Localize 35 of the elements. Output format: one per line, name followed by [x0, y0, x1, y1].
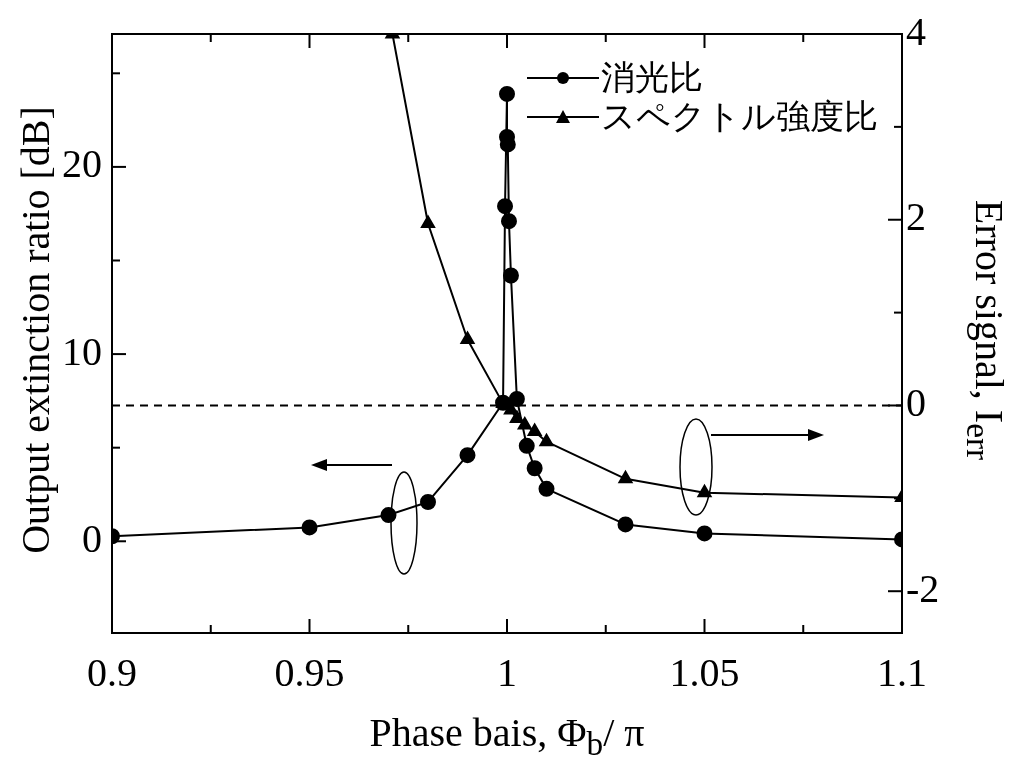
point — [618, 470, 633, 484]
point — [508, 391, 525, 408]
point — [696, 525, 713, 542]
x-tick-label: 0.95 — [274, 649, 345, 695]
legend-label: 消光比 — [601, 58, 703, 98]
y2-tick-label: -2 — [906, 565, 940, 611]
point — [502, 267, 519, 284]
point — [499, 85, 515, 102]
point — [538, 480, 555, 497]
x-tick-label: 0.9 — [87, 649, 137, 695]
y-tick-label: 20 — [62, 141, 102, 187]
point — [497, 198, 514, 215]
point — [420, 215, 436, 228]
point — [459, 447, 476, 464]
point — [301, 519, 318, 536]
y-tick-label: 0 — [82, 515, 102, 561]
point — [526, 460, 543, 477]
y2-tick-label: 2 — [906, 194, 926, 240]
y2-tick-label: 0 — [906, 379, 926, 425]
x-tick-label: 1 — [497, 649, 517, 695]
y-tick-label: 10 — [62, 328, 102, 374]
x-tick-label: 1.05 — [669, 649, 740, 695]
x-axis-title: Phase bais, Φ$_{b}$/ π — [369, 710, 645, 762]
point — [420, 493, 436, 510]
point — [697, 484, 712, 498]
x-tick-label: 1.1 — [877, 649, 927, 695]
point — [527, 423, 542, 436]
point — [518, 437, 535, 454]
legend-label: スペクトル強度比 — [601, 97, 878, 137]
point — [539, 433, 554, 447]
point — [617, 516, 634, 533]
y-axis-title: Output extinction ratio [dB] — [13, 106, 58, 554]
point — [500, 213, 517, 230]
y2-tick-label: 4 — [906, 8, 926, 54]
point — [460, 331, 475, 345]
